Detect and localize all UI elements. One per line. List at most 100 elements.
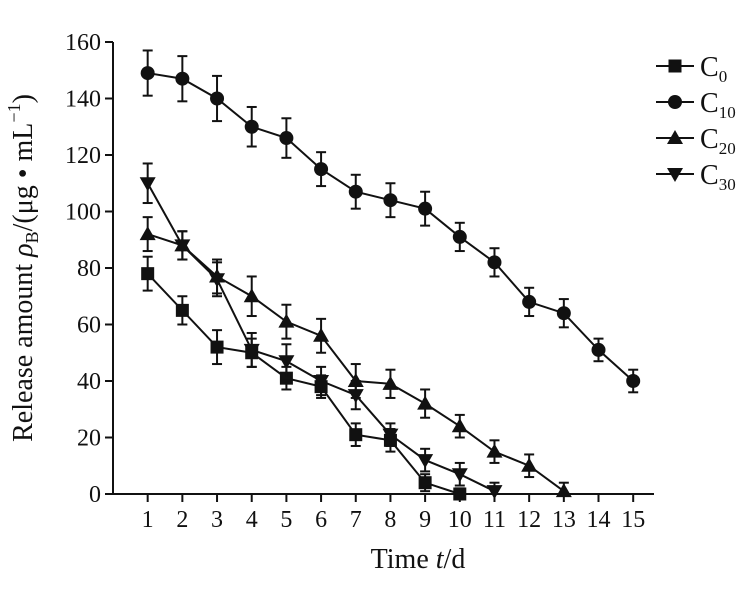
data-point (417, 395, 434, 410)
x-ticks: 1 2 3 4 5 6 7 8 9 10 11 12 13 14 15 (142, 494, 645, 533)
x-axis-title-var: t (436, 544, 445, 575)
data-point (418, 476, 432, 490)
data-point (417, 454, 434, 469)
y-tick-label: 80 (77, 256, 101, 282)
y-tick-label: 0 (89, 482, 101, 508)
data-point (556, 306, 571, 321)
data-point (522, 294, 537, 309)
legend-marker (667, 130, 683, 144)
data-point (139, 177, 156, 192)
legend-marker (668, 59, 682, 73)
x-tick-label: 13 (552, 507, 576, 533)
data-point (418, 201, 433, 216)
legend-marker (667, 168, 683, 182)
x-tick-label: 9 (419, 507, 431, 533)
y-axis-title: Release amount ρB/(μg • mL−1) (4, 94, 42, 442)
y-tick-label: 120 (65, 143, 101, 169)
x-tick-label: 2 (176, 507, 188, 533)
series-C10 (140, 49, 641, 394)
data-point (382, 375, 399, 390)
x-tick-label: 1 (142, 507, 154, 533)
series-C20 (139, 216, 572, 498)
series-line (147, 72, 634, 382)
data-point (486, 443, 503, 458)
y-axis-title-unit-close: ) (8, 94, 39, 103)
data-point (175, 71, 190, 86)
data-point (349, 428, 363, 442)
x-tick-label: 14 (587, 507, 611, 533)
x-tick-label: 4 (246, 507, 258, 533)
y-ticks: 0 20 40 60 80 100 120 140 160 (65, 30, 113, 508)
data-point (175, 303, 189, 317)
data-point (139, 226, 156, 241)
x-tick-label: 10 (448, 507, 472, 533)
legend-item: C20 (656, 124, 736, 158)
x-tick-label: 8 (384, 507, 396, 533)
y-tick-label: 20 (77, 426, 101, 452)
data-point (451, 418, 468, 433)
data-point (279, 131, 294, 146)
data-point (141, 267, 155, 281)
data-point (383, 193, 398, 208)
legend-item: C10 (656, 88, 736, 122)
legend-label: C10 (700, 88, 736, 122)
data-point (313, 375, 330, 389)
x-axis-title-suffix: /d (444, 544, 466, 575)
y-axis-title-unit: /(μg • mL (8, 123, 39, 232)
x-tick-label: 5 (280, 507, 292, 533)
x-tick-label: 12 (517, 507, 541, 533)
series-C0 (141, 255, 467, 501)
legend-label: C0 (700, 52, 727, 86)
data-point (243, 288, 260, 303)
x-tick-label: 6 (315, 507, 327, 533)
data-point (174, 239, 191, 254)
y-tick-label: 100 (65, 200, 101, 226)
x-tick-label: 11 (483, 507, 506, 533)
data-point (210, 91, 225, 106)
data-point (626, 374, 641, 388)
y-axis-title-unit-sup: −1 (4, 103, 24, 122)
y-tick-label: 140 (65, 87, 101, 113)
legend-label: C30 (700, 160, 736, 194)
series-line (146, 272, 461, 495)
series (139, 49, 641, 501)
y-axis-title-var-sub: B (22, 231, 42, 243)
data-point (452, 229, 467, 244)
data-point (521, 457, 538, 472)
data-point (348, 184, 363, 199)
data-point (313, 327, 330, 342)
y-tick-label: 160 (65, 30, 101, 56)
data-point (140, 66, 155, 81)
x-tick-label: 15 (621, 507, 645, 533)
x-axis-title-prefix: Time (371, 544, 436, 575)
data-point (244, 119, 259, 134)
legend-label: C20 (700, 124, 736, 158)
data-point (382, 428, 399, 443)
y-tick-label: 60 (77, 313, 101, 339)
y-axis-title-var: ρ (8, 243, 39, 257)
data-point (555, 483, 572, 498)
legend-item: C0 (656, 52, 727, 86)
x-tick-label: 7 (350, 507, 362, 533)
legend-marker (668, 95, 682, 109)
y-tick-label: 40 (77, 369, 101, 395)
data-point (210, 340, 224, 354)
data-point (243, 343, 260, 358)
y-axis-title-prefix: Release amount (8, 257, 39, 442)
series-C30 (139, 162, 503, 500)
x-tick-label: 3 (211, 507, 223, 533)
x-axis-title: Time t/d (371, 544, 466, 575)
data-point (487, 255, 502, 270)
data-point (486, 485, 503, 500)
data-point (278, 355, 295, 370)
data-point (278, 313, 295, 328)
data-point (451, 468, 468, 483)
data-point (347, 389, 364, 404)
legend-item: C30 (656, 160, 736, 194)
data-point (591, 342, 606, 357)
data-point (453, 487, 467, 501)
data-point (209, 273, 226, 288)
data-point (314, 162, 329, 177)
